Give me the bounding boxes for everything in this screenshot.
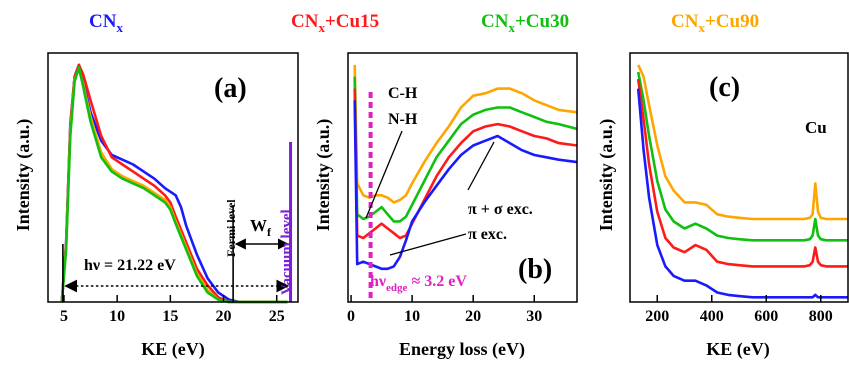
panel-b-label: (b) xyxy=(518,254,552,285)
pi-sigma-pointer xyxy=(467,141,495,191)
panel-b-series-1 xyxy=(353,76,578,223)
panel-c-series-0 xyxy=(637,64,848,221)
panel-c-plot: (c) Cu 200 400 600 800 xyxy=(629,52,849,325)
nh-label: N-H xyxy=(388,111,418,128)
panel-a-plot: hν = 21.22 eV Fermi level Vacuum level W… xyxy=(47,52,299,325)
panel-b-frame xyxy=(347,52,578,303)
panel-a-xtick-label: 10 xyxy=(109,308,125,325)
pi-pointer xyxy=(389,233,467,256)
panel-c-series-1 xyxy=(636,71,848,242)
panel-b-xtick-label: 20 xyxy=(465,308,481,325)
vacuum-level-label: Vacuum level xyxy=(279,209,295,295)
panel-a-xtick-label: 20 xyxy=(216,308,232,325)
panel-c-xtick-label: 400 xyxy=(700,308,724,325)
fermi-level-label: Fermi level xyxy=(224,199,238,257)
panel-a-xtick-label: 5 xyxy=(60,308,68,325)
legend-item-cnx-cu15: CNx+Cu15 xyxy=(291,11,379,35)
work-function-label: Wf xyxy=(250,216,272,239)
panel-a-frame xyxy=(47,52,299,303)
panel-c-xtick-label: 200 xyxy=(645,308,669,325)
panel-a: Intensity (a.u.) hν = 21.22 eV Fermi lev… xyxy=(13,52,299,360)
panel-b-xtick-label: 0 xyxy=(347,308,355,325)
pi-sigma-label: π + σ exc. xyxy=(468,201,533,218)
panel-b-series-2 xyxy=(353,88,578,240)
legend: CNx CNx+Cu15 CNx+Cu30 CNx+Cu90 xyxy=(89,11,759,35)
panel-a-xtick-label: 25 xyxy=(269,308,285,325)
legend-item-cnx: CNx xyxy=(89,11,123,35)
panel-c-series-3 xyxy=(636,88,848,299)
panel-b-series-0 xyxy=(353,64,578,204)
panel-b-xtick-label: 10 xyxy=(404,308,420,325)
panel-b-ylabel: Intensity (a.u.) xyxy=(313,119,334,232)
panel-a-series-3 xyxy=(60,65,288,304)
panel-a-xlabel: KE (eV) xyxy=(141,339,204,360)
photon-energy-label: hν = 21.22 eV xyxy=(84,257,176,274)
panel-b-xlabel: Energy loss (eV) xyxy=(399,339,525,360)
panel-b-plot: C-H N-H π + σ exc. π exc. hνedge ≈ 3.2 e… xyxy=(347,52,578,325)
panel-c-series-2 xyxy=(636,78,848,268)
legend-item-cnx-cu90: CNx+Cu90 xyxy=(671,11,759,35)
panel-b-xtick-label: 30 xyxy=(526,308,542,325)
pi-label: π exc. xyxy=(468,226,507,243)
panel-c: Intensity (a.u.) (c) Cu 200 400 600 800 KE … xyxy=(596,52,849,360)
ch-label: C-H xyxy=(388,85,418,102)
panel-c-label: (c) xyxy=(709,72,740,103)
panel-c-xtick-label: 600 xyxy=(754,308,778,325)
panel-b-series-3 xyxy=(353,100,578,271)
panel-a-label: (a) xyxy=(214,73,247,104)
panel-c-frame xyxy=(629,52,849,303)
panel-a-ylabel: Intensity (a.u.) xyxy=(13,119,34,232)
panel-c-xlabel: KE (eV) xyxy=(706,339,769,360)
panel-a-xtick-label: 15 xyxy=(162,308,178,325)
ch-pointer xyxy=(365,130,403,219)
panel-b: Intensity (a.u.) C-H N-H π + σ exc. π ex… xyxy=(313,52,578,360)
panel-c-ylabel: Intensity (a.u.) xyxy=(596,119,617,232)
edge-label: hνedge ≈ 3.2 eV xyxy=(370,273,467,294)
legend-item-cnx-cu30: CNx+Cu30 xyxy=(481,11,569,35)
cu-peak-label: Cu xyxy=(805,118,827,137)
panel-c-xtick-label: 800 xyxy=(809,308,833,325)
